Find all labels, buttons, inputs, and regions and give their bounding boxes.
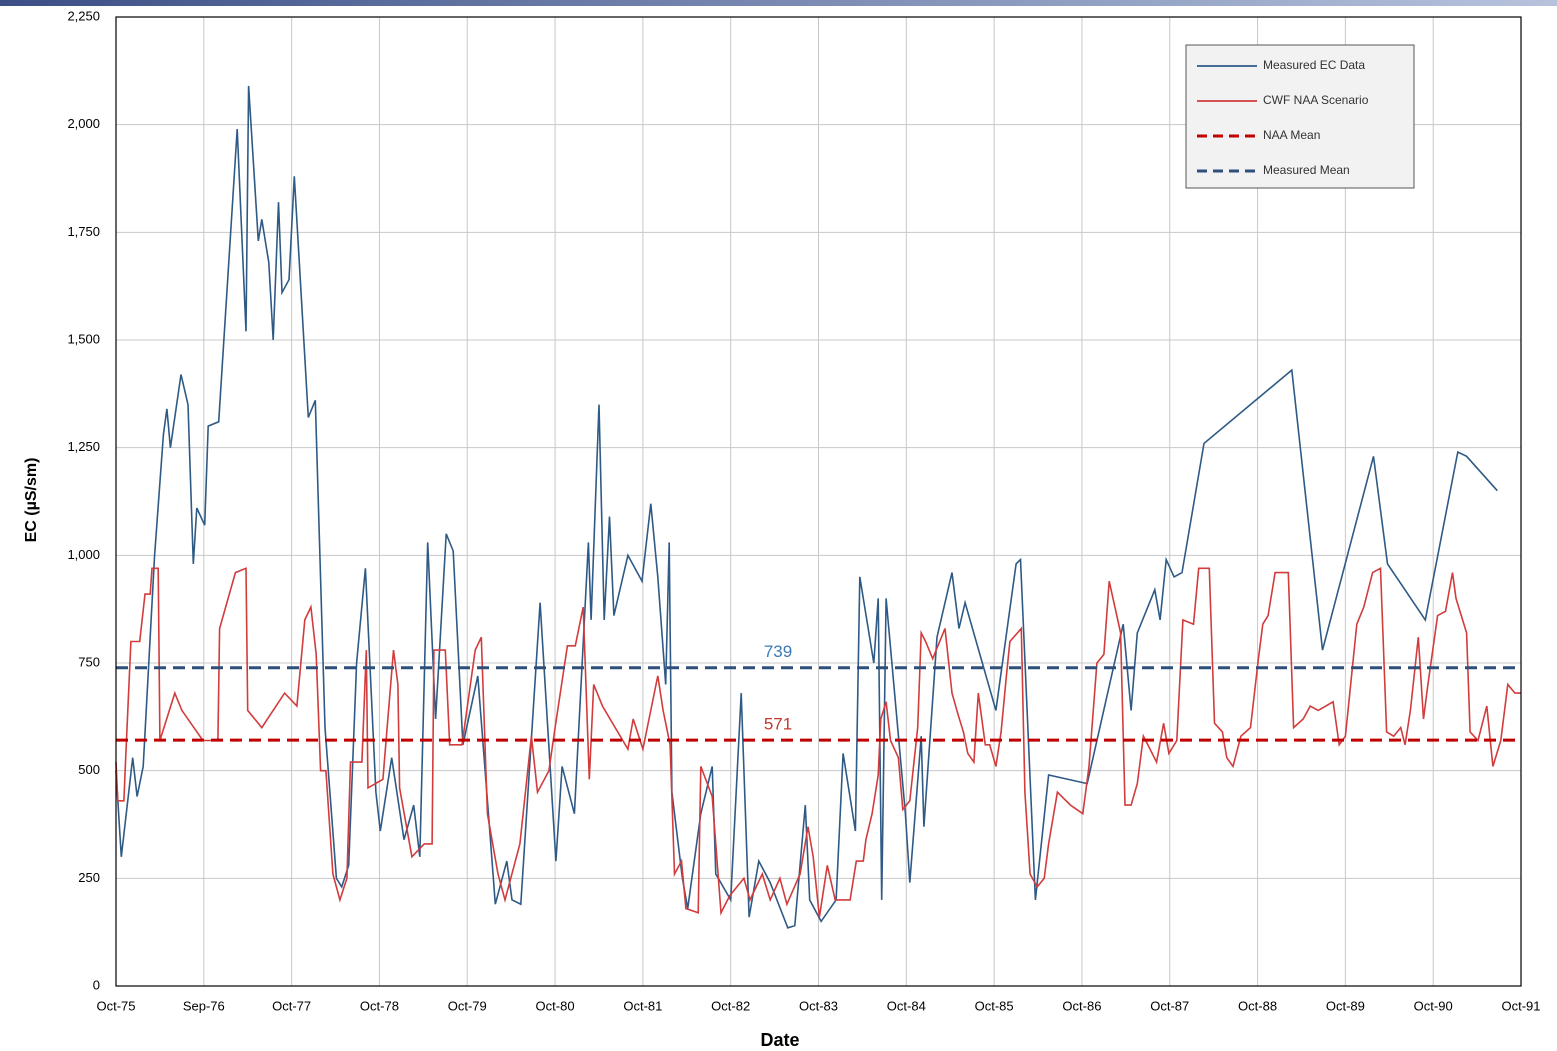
mean-label: 571 bbox=[764, 715, 792, 734]
x-tick-label: Oct-77 bbox=[272, 998, 311, 1013]
legend: Measured EC Data CWF NAA Scenario NAA Mean… bbox=[1185, 44, 1415, 189]
y-tick-label: 500 bbox=[78, 762, 100, 777]
x-tick-label: Oct-81 bbox=[623, 998, 662, 1013]
x-tick-label: Oct-85 bbox=[975, 998, 1014, 1013]
x-axis-title: Date bbox=[760, 1030, 799, 1050]
x-tick-label: Oct-78 bbox=[360, 998, 399, 1013]
y-tick-label: 0 bbox=[93, 977, 100, 992]
legend-label: Measured Mean bbox=[1263, 163, 1350, 177]
series-line bbox=[115, 85, 1498, 929]
y-tick-label: 1,750 bbox=[67, 224, 100, 239]
plot-frame bbox=[115, 16, 1522, 987]
y-axis-title: EC (µS/sm) bbox=[23, 458, 40, 543]
y-tick-label: 250 bbox=[78, 870, 100, 885]
legend-label: NAA Mean bbox=[1263, 128, 1320, 142]
x-tick-label: Sep-76 bbox=[183, 998, 225, 1013]
x-tick-label: Oct-89 bbox=[1326, 998, 1365, 1013]
x-tick-label: Oct-86 bbox=[1062, 998, 1101, 1013]
x-tick-label: Oct-75 bbox=[96, 998, 135, 1013]
plot: 571 739 bbox=[115, 85, 1521, 929]
y-tick-label: 1,250 bbox=[67, 439, 100, 454]
x-tick-label: Oct-83 bbox=[799, 998, 838, 1013]
y-tick-label: 1,500 bbox=[67, 331, 100, 346]
y-tick-label: 2,000 bbox=[67, 116, 100, 131]
x-tick-label: Oct-88 bbox=[1238, 998, 1277, 1013]
series-line bbox=[115, 566, 1521, 918]
y-tick-label: 2,250 bbox=[67, 8, 100, 23]
x-tick-label: Oct-79 bbox=[448, 998, 487, 1013]
y-tick-label: 750 bbox=[78, 654, 100, 669]
x-tick-label: Oct-91 bbox=[1501, 998, 1540, 1013]
top-bar bbox=[0, 0, 1557, 6]
legend-box bbox=[1185, 44, 1415, 189]
mean-label: 739 bbox=[764, 642, 792, 661]
x-tick-label: Oct-87 bbox=[1150, 998, 1189, 1013]
legend-label: CWF NAA Scenario bbox=[1263, 93, 1369, 107]
x-tick-label: Oct-84 bbox=[887, 998, 926, 1013]
y-tick-label: 1,000 bbox=[67, 547, 100, 562]
x-tick-label: Oct-90 bbox=[1414, 998, 1453, 1013]
legend-label: Measured EC Data bbox=[1263, 58, 1365, 72]
x-tick-label: Oct-82 bbox=[711, 998, 750, 1013]
x-tick-label: Oct-80 bbox=[536, 998, 575, 1013]
